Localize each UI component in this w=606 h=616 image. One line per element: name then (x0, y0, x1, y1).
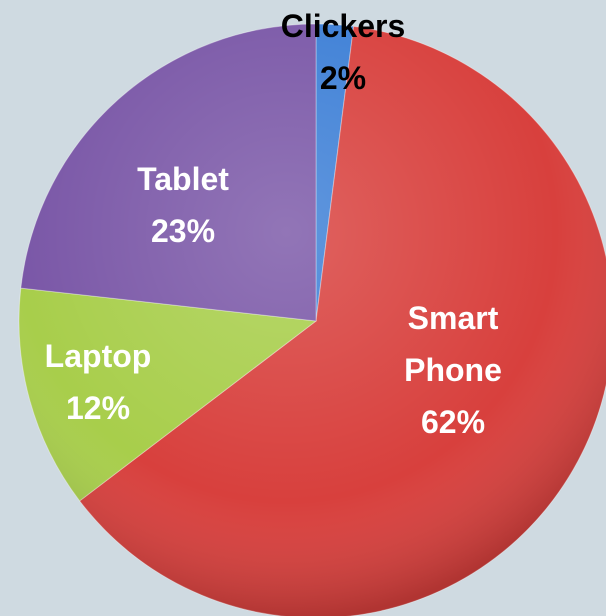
slice-name: Smart Phone (404, 300, 502, 388)
slice-name: Clickers (280, 8, 406, 44)
slice-name: Tablet (137, 161, 229, 197)
slice-percent: 2% (319, 60, 367, 96)
slice-label: Clickers 2% (243, 0, 443, 104)
slice-percent: 12% (65, 390, 131, 426)
slice-label: Smart Phone 62% (388, 292, 518, 448)
slice-name: Laptop (44, 338, 152, 374)
slice-percent: 23% (150, 213, 216, 249)
slice-label: Laptop 12% (18, 330, 178, 434)
slice-percent: 62% (420, 404, 486, 440)
slice-label: Tablet 23% (103, 153, 263, 257)
